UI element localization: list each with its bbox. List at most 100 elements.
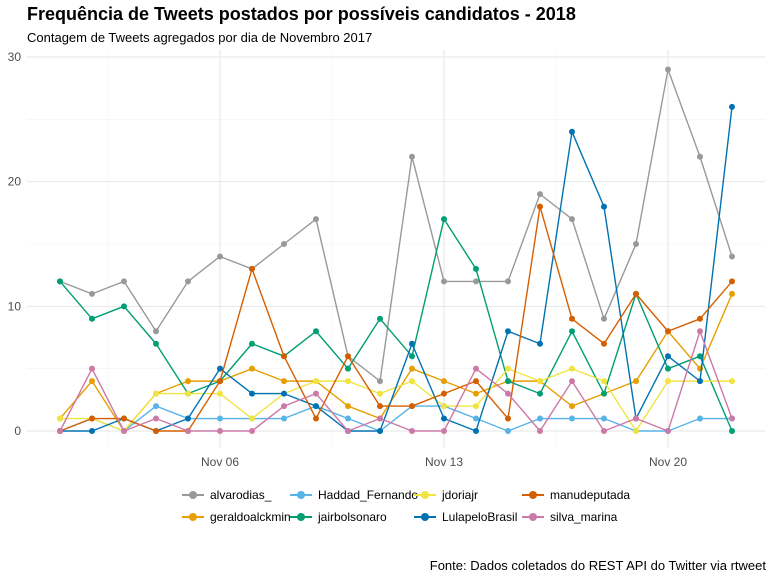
data-point [249, 428, 255, 434]
data-point [729, 290, 735, 297]
data-point [249, 340, 255, 347]
data-point [697, 315, 703, 322]
legend-key [180, 512, 206, 522]
data-point [633, 415, 639, 422]
data-point [633, 378, 639, 385]
legend-label: alvarodias_ [210, 488, 272, 502]
data-point [697, 378, 703, 385]
legend-item: jdoriajr [412, 488, 478, 502]
data-point [409, 378, 415, 385]
data-point [185, 378, 191, 385]
data-point [409, 353, 415, 360]
data-point [281, 403, 287, 410]
series-geraldoalckmin [57, 290, 735, 434]
legend-key [412, 512, 438, 522]
data-point [633, 290, 639, 297]
data-point [665, 328, 671, 335]
data-point [505, 328, 511, 335]
y-axis-tick-labels: 0 10 20 30 [8, 50, 22, 438]
data-point [697, 153, 703, 160]
legend-item: LulapeloBrasil [412, 510, 517, 524]
data-point [217, 390, 223, 397]
chart-title: Frequência de Tweets postados por possív… [27, 4, 576, 24]
data-point [345, 353, 351, 360]
data-point [569, 403, 575, 410]
data-point [57, 415, 63, 422]
data-point [153, 390, 159, 397]
series-silva-marina [57, 328, 735, 434]
data-point [217, 378, 223, 385]
series-line [59, 405, 732, 432]
legend-label: geraldoalckmin [210, 510, 291, 524]
data-point [569, 415, 575, 422]
series-group [57, 66, 735, 434]
series-alvarodias- [57, 66, 735, 385]
data-point [537, 415, 543, 422]
data-point [473, 390, 479, 397]
data-point [153, 403, 159, 410]
data-point [505, 278, 511, 285]
data-point [441, 415, 447, 422]
data-point [281, 378, 287, 385]
legend-item: manudeputada [520, 488, 630, 502]
data-point [473, 403, 479, 410]
line-chart: 0 10 20 30 Nov 06 Nov 13 Nov 20 [8, 50, 765, 469]
data-point [665, 66, 671, 73]
x-axis-tick-labels: Nov 06 Nov 13 Nov 20 [201, 455, 687, 469]
data-point [697, 415, 703, 422]
data-point [281, 353, 287, 360]
data-point [377, 403, 383, 410]
series-line [59, 218, 733, 432]
data-point [185, 278, 191, 285]
data-point [409, 340, 415, 347]
data-point [601, 390, 607, 397]
y-tick-label: 30 [8, 50, 22, 64]
chart-caption: Fonte: Dados coletados do REST API do Tw… [429, 558, 766, 573]
data-point [377, 315, 383, 322]
data-point [601, 378, 607, 385]
data-point [505, 428, 511, 434]
data-point [697, 328, 703, 335]
data-point [601, 428, 607, 434]
y-tick-label: 0 [14, 424, 21, 438]
x-tick-label: Nov 06 [201, 455, 239, 469]
legend-item: geraldoalckmin [180, 510, 291, 524]
data-point [153, 328, 159, 335]
legend-label: manudeputada [550, 488, 631, 502]
data-point [569, 315, 575, 322]
data-point [569, 216, 575, 223]
x-tick-label: Nov 13 [425, 455, 463, 469]
data-point [665, 353, 671, 360]
data-point [665, 365, 671, 372]
y-tick-label: 20 [8, 175, 22, 189]
data-point [345, 428, 351, 434]
data-point [729, 428, 735, 434]
legend-key [520, 490, 546, 500]
data-point [537, 378, 543, 385]
data-point [569, 378, 575, 385]
data-point [185, 390, 191, 397]
data-point [217, 253, 223, 260]
legend-key [288, 490, 314, 500]
data-point [121, 428, 127, 434]
data-point [377, 378, 383, 385]
data-point [185, 415, 191, 422]
data-point [377, 415, 383, 422]
data-point [89, 378, 95, 385]
data-point [569, 365, 575, 372]
data-point [665, 428, 671, 434]
data-point [281, 415, 287, 422]
data-point [217, 428, 223, 434]
chart-subtitle: Contagem de Tweets agregados por dia de … [27, 30, 373, 45]
legend-item: jairbolsonaro [288, 510, 387, 524]
data-point [473, 415, 479, 422]
data-point [377, 390, 383, 397]
data-point [185, 428, 191, 434]
data-point [409, 365, 415, 372]
legend-key [180, 490, 206, 500]
data-point [729, 415, 735, 422]
series-line [59, 205, 733, 432]
data-point [697, 353, 703, 360]
data-point [601, 415, 607, 422]
data-point [633, 241, 639, 247]
